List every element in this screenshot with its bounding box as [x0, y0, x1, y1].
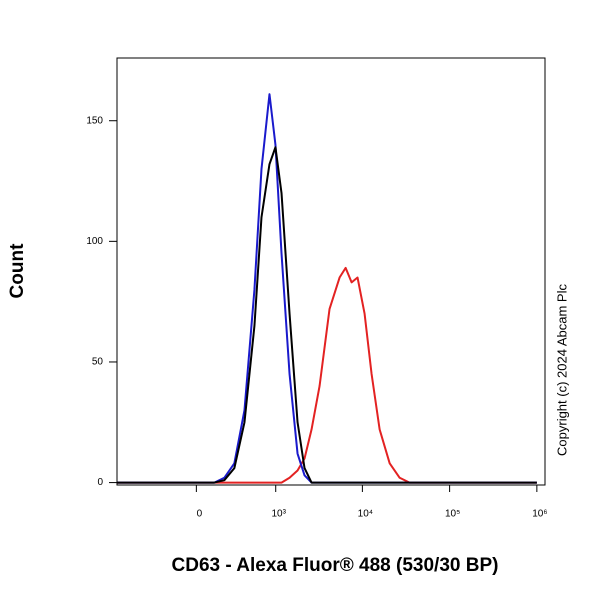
y-axis-title: Count: [7, 243, 28, 299]
series-line: [117, 93, 537, 484]
x-tick-label: 10⁴: [358, 509, 373, 520]
x-tick-label: 0: [197, 509, 203, 520]
series-line: [117, 266, 537, 484]
y-tick-label: 50: [92, 357, 104, 368]
plot-frame: [116, 57, 546, 486]
x-tick-label: 10⁵: [445, 509, 460, 520]
copyright: Copyright (c) 2024 Abcam Plc: [554, 284, 569, 456]
y-tick-label: 150: [86, 115, 103, 126]
x-tick-label: 10⁶: [532, 509, 547, 520]
x-tick-label: 10³: [271, 509, 286, 520]
series-line: [117, 146, 537, 484]
y-tick-label: 0: [97, 477, 103, 488]
y-tick-label: 100: [86, 236, 103, 247]
x-axis-title: CD63 - Alexa Fluor® 488 (530/30 BP): [172, 555, 499, 576]
